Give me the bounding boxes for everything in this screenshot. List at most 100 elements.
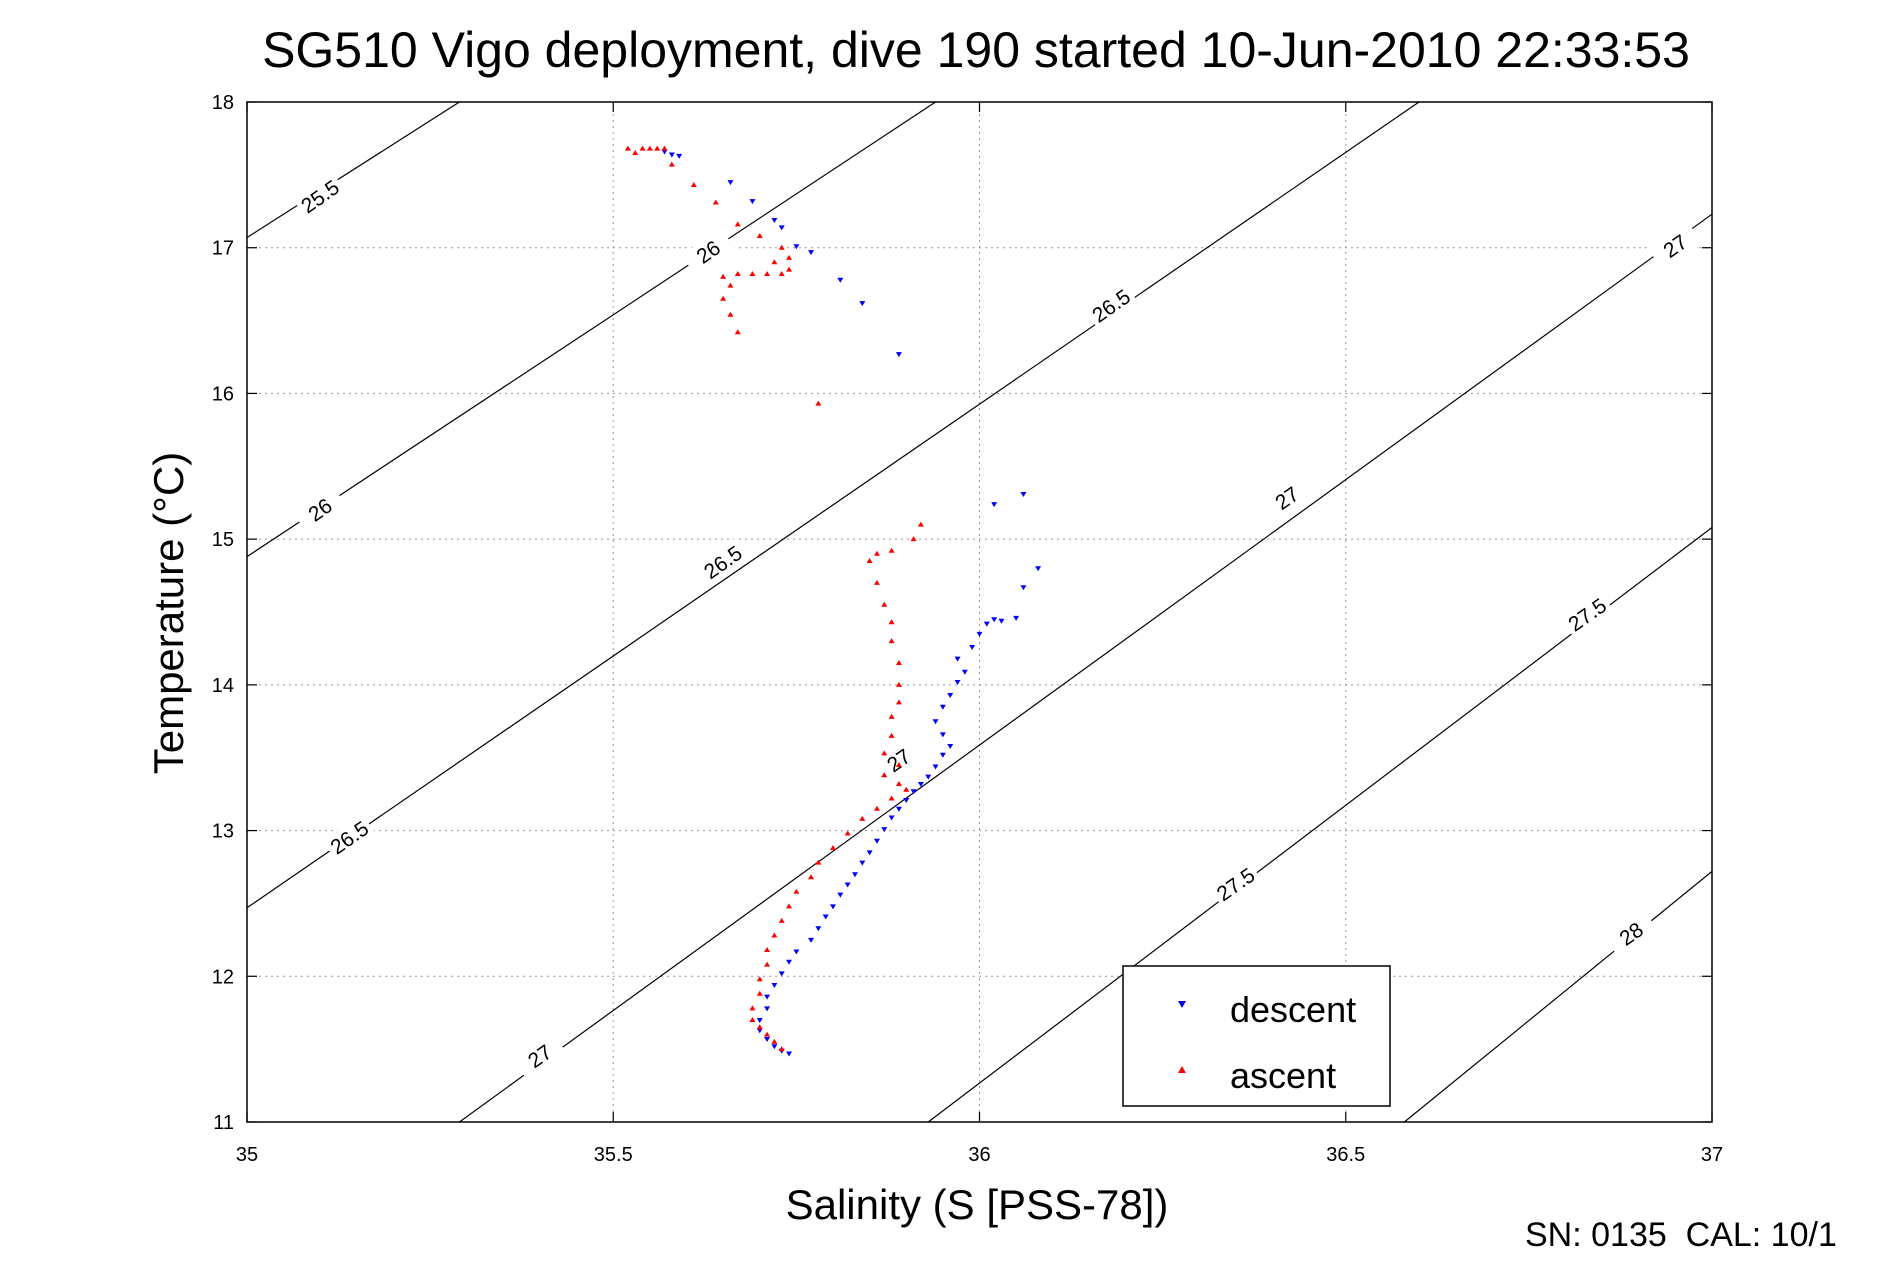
- y-tick-label: 16: [212, 383, 234, 405]
- descent-point: [844, 882, 851, 888]
- ascent-point: [624, 145, 631, 151]
- calibration-footer: SN: 0135 CAL: 10/1: [1525, 1216, 1837, 1254]
- descent-point: [837, 277, 844, 283]
- isopycnal-label-bg: [1560, 590, 1615, 640]
- ascent-point: [895, 699, 902, 705]
- ascent-point: [690, 182, 697, 188]
- descent-point: [764, 994, 771, 1000]
- ascent-point: [903, 786, 910, 792]
- descent-point: [764, 1036, 771, 1042]
- y-axis-ticks: 11 12 13 14 15 16 17 18: [212, 92, 1712, 1134]
- descent-point: [932, 764, 939, 770]
- descent-point: [866, 850, 873, 856]
- descent-point: [903, 797, 910, 803]
- ascent-point: [793, 888, 800, 894]
- ascent-point: [881, 750, 888, 756]
- isopycnal-label-bg: [1604, 909, 1659, 959]
- isopycnal-line: [1403, 870, 1713, 1123]
- descent-point: [786, 959, 793, 965]
- descent-point: [998, 618, 1005, 624]
- descent-point: [815, 926, 822, 932]
- ascent-point: [888, 547, 895, 553]
- ascent-point: [910, 536, 917, 542]
- descent-point: [1020, 491, 1027, 497]
- x-tick-label: 35: [236, 1144, 258, 1166]
- ascent-point: [756, 990, 763, 996]
- chart-title: SG510 Vigo deployment, dive 190 started …: [262, 22, 1690, 78]
- descent-point: [676, 153, 683, 159]
- descent-point: [756, 1018, 763, 1023]
- ascent-point: [764, 270, 771, 276]
- legend-ascent-marker: [1178, 1066, 1186, 1073]
- ascent-point: [720, 273, 727, 279]
- descent-point: [749, 199, 756, 205]
- ascent-point: [661, 145, 668, 151]
- ascent-point: [727, 282, 734, 288]
- descent-point: [830, 904, 836, 910]
- ascent-point: [888, 713, 895, 719]
- ascent-point: [749, 1017, 756, 1022]
- ascent-point: [749, 270, 756, 276]
- ascent-point: [786, 254, 793, 260]
- ascent-point: [764, 961, 771, 967]
- descent-point: [881, 827, 888, 833]
- ascent-point: [895, 681, 902, 687]
- descent-point: [991, 502, 998, 508]
- descent-point: [947, 693, 954, 699]
- descent-point: [808, 250, 815, 256]
- descent-point: [888, 815, 895, 821]
- isopycnal-label-bg: [1648, 221, 1703, 271]
- ascent-point: [888, 619, 895, 625]
- ascent-point: [888, 795, 895, 801]
- descent-point: [661, 149, 668, 155]
- ascent-point: [654, 145, 661, 151]
- ascent-point: [749, 1005, 756, 1011]
- descent-point: [939, 752, 946, 758]
- descent-point: [727, 180, 734, 186]
- y-tick-label: 14: [212, 675, 234, 697]
- descent-point: [1035, 566, 1042, 572]
- ascent-point: [859, 815, 866, 821]
- x-axis-ticks: 35 35.5 36 36.5 37: [236, 102, 1723, 1166]
- descent-point: [932, 719, 939, 725]
- y-tick-label: 15: [212, 529, 234, 551]
- isopycnal-label-bg: [1260, 473, 1315, 523]
- descent-point: [947, 744, 954, 750]
- ascent-point: [881, 601, 888, 607]
- ascent-point: [778, 917, 785, 923]
- descent-point: [917, 781, 924, 787]
- descent-point: [954, 679, 961, 685]
- x-tick-label: 35.5: [594, 1144, 633, 1166]
- ascent-point: [720, 295, 727, 301]
- ascent-point: [764, 1031, 771, 1037]
- isopycnal-label-bg: [322, 813, 377, 863]
- ascent-series: [624, 145, 924, 1052]
- descent-point: [786, 1051, 793, 1057]
- ascent-point: [786, 266, 793, 272]
- ascent-point: [734, 221, 741, 227]
- descent-series: [661, 149, 1042, 1057]
- ascent-point: [895, 780, 902, 786]
- x-tick-label: 36: [968, 1144, 990, 1166]
- descent-point: [939, 704, 946, 710]
- ascent-point: [830, 845, 836, 851]
- ascent-point: [881, 772, 888, 778]
- descent-point: [976, 631, 983, 637]
- ascent-point: [771, 1038, 778, 1044]
- isopycnal-label-bg: [512, 1032, 568, 1081]
- descent-point: [1020, 585, 1027, 591]
- ascent-point: [712, 199, 719, 205]
- ascent-point: [778, 244, 785, 250]
- x-axis-title: Salinity (S [PSS-78]): [786, 1181, 1169, 1228]
- ascent-point: [786, 903, 793, 909]
- descent-point: [983, 621, 990, 627]
- ascent-point: [873, 550, 880, 556]
- descent-point: [668, 152, 675, 158]
- descent-point: [837, 892, 844, 898]
- ascent-point: [866, 558, 873, 563]
- descent-point: [771, 983, 778, 989]
- ascent-point: [778, 1046, 785, 1052]
- ascent-point: [727, 311, 734, 317]
